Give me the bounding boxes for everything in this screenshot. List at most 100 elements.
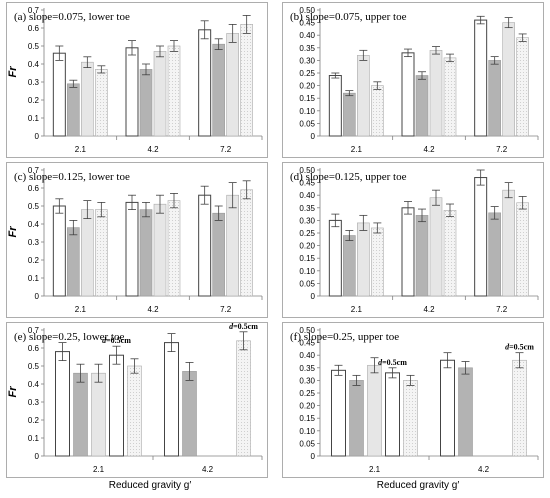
y-tick-label: 0.10 <box>299 107 315 116</box>
y-tick-label: 0.45 <box>299 179 315 188</box>
y-tick-label: 0.30 <box>299 56 315 65</box>
bar-annotation: d=0.5cm <box>505 343 534 352</box>
x-tick-label: 2.1 <box>93 465 105 474</box>
error-bar <box>518 33 527 42</box>
panel-title: (e) slope=0.25, lower toe <box>14 331 124 343</box>
panel-3: 0 0.1 0.2 0.3 0.4 0.5 0.6 0.7 2.1 4.2 7.2 (c) slope… <box>6 162 268 318</box>
bar <box>328 75 342 137</box>
y-tick-label: 0.45 <box>299 339 315 348</box>
error-bar <box>170 40 178 52</box>
bar <box>167 200 181 297</box>
x-axis-label-right: Reduced gravity g′ <box>377 480 460 491</box>
error-bar <box>58 342 67 361</box>
bar <box>458 367 473 457</box>
error-bar <box>156 194 164 214</box>
bar <box>226 33 239 137</box>
error-bar <box>388 367 397 379</box>
error-bar <box>200 185 209 205</box>
panel-frame <box>282 322 544 478</box>
y-tick-label: 0.50 <box>299 166 315 175</box>
bar <box>349 380 364 457</box>
error-bar <box>331 213 340 228</box>
error-bar <box>170 192 178 209</box>
error-bar <box>359 49 368 61</box>
y-tick-label: 0.4 <box>28 220 40 229</box>
error-bar <box>515 352 524 369</box>
bar <box>125 201 139 297</box>
y-tick-label: 0.05 <box>299 279 315 288</box>
y-tick-label: 0.30 <box>299 376 315 385</box>
error-bar <box>443 352 452 369</box>
bar <box>95 69 108 137</box>
y-tick-label: 0.7 <box>28 166 40 175</box>
bar <box>385 372 400 457</box>
bar <box>81 61 94 137</box>
error-bar <box>142 202 150 218</box>
bar <box>371 227 384 297</box>
bar <box>55 351 70 457</box>
bar <box>516 37 529 137</box>
error-bar <box>352 374 361 386</box>
y-tick-label: 0.10 <box>299 427 315 436</box>
y-tick-label: 0.40 <box>299 191 315 200</box>
error-bar <box>76 363 85 383</box>
bar <box>415 75 429 137</box>
error-bar <box>432 46 440 55</box>
error-bar <box>128 40 136 56</box>
panel-6: 0 0.05 0.10 0.15 0.20 0.25 0.30 0.35 0.40 0.45 0.5… <box>282 322 544 478</box>
y-tick-label: 0.2 <box>28 96 40 105</box>
y-tick-label: 0.6 <box>28 24 40 33</box>
error-bar <box>518 196 527 210</box>
x-tick-label: 2.1 <box>351 145 363 154</box>
error-bar <box>97 65 106 74</box>
y-tick-label: 0 <box>35 292 40 301</box>
y-tick-label: 0.4 <box>28 380 40 389</box>
bar-annotation: d=0.5cm <box>378 358 407 367</box>
bar <box>343 235 356 297</box>
bar <box>67 227 80 297</box>
y-tick-label: 0 <box>35 132 40 141</box>
bar <box>139 209 153 297</box>
bar <box>167 45 181 137</box>
error-bar <box>461 361 470 375</box>
error-bar <box>242 180 251 200</box>
y-tick-label: 0 <box>311 292 316 301</box>
error-bar <box>128 194 136 210</box>
y-axis-label-row-1: Fr <box>7 66 19 78</box>
bar <box>240 189 253 297</box>
bar <box>474 19 488 137</box>
y-tick-label: 0.3 <box>28 78 40 87</box>
bar <box>367 364 382 457</box>
panel-frame <box>282 2 544 158</box>
bar <box>488 212 501 297</box>
x-tick-label: 4.2 <box>423 305 435 314</box>
error-bar <box>418 71 426 80</box>
error-bar <box>370 357 379 374</box>
error-bar <box>406 374 415 386</box>
error-bar <box>55 198 64 214</box>
x-tick-label: 4.2 <box>478 465 490 474</box>
error-bar <box>142 63 150 76</box>
y-tick-label: 0.20 <box>299 82 315 91</box>
panel-frame <box>6 322 268 478</box>
x-tick-label: 4.2 <box>147 145 159 154</box>
y-tick-label: 0.15 <box>299 254 315 263</box>
error-bar <box>373 81 382 90</box>
error-bar <box>490 206 499 220</box>
error-bar <box>94 363 103 383</box>
bar <box>109 354 124 457</box>
error-bar <box>446 203 454 218</box>
y-axis-label-row-3: Fr <box>7 386 19 398</box>
bar <box>236 340 251 457</box>
error-bar <box>214 205 223 221</box>
y-tick-label: 0.05 <box>299 439 315 448</box>
x-tick-label: 4.2 <box>147 305 159 314</box>
y-tick-label: 0.15 <box>299 94 315 103</box>
y-tick-label: 0.7 <box>28 6 40 15</box>
panel-title: (d) slope=0.125, upper toe <box>290 171 407 183</box>
error-bar <box>490 56 499 65</box>
error-bar <box>331 72 340 79</box>
y-tick-label: 0.40 <box>299 31 315 40</box>
error-bar <box>345 90 354 97</box>
y-tick-label: 0.35 <box>299 44 315 53</box>
